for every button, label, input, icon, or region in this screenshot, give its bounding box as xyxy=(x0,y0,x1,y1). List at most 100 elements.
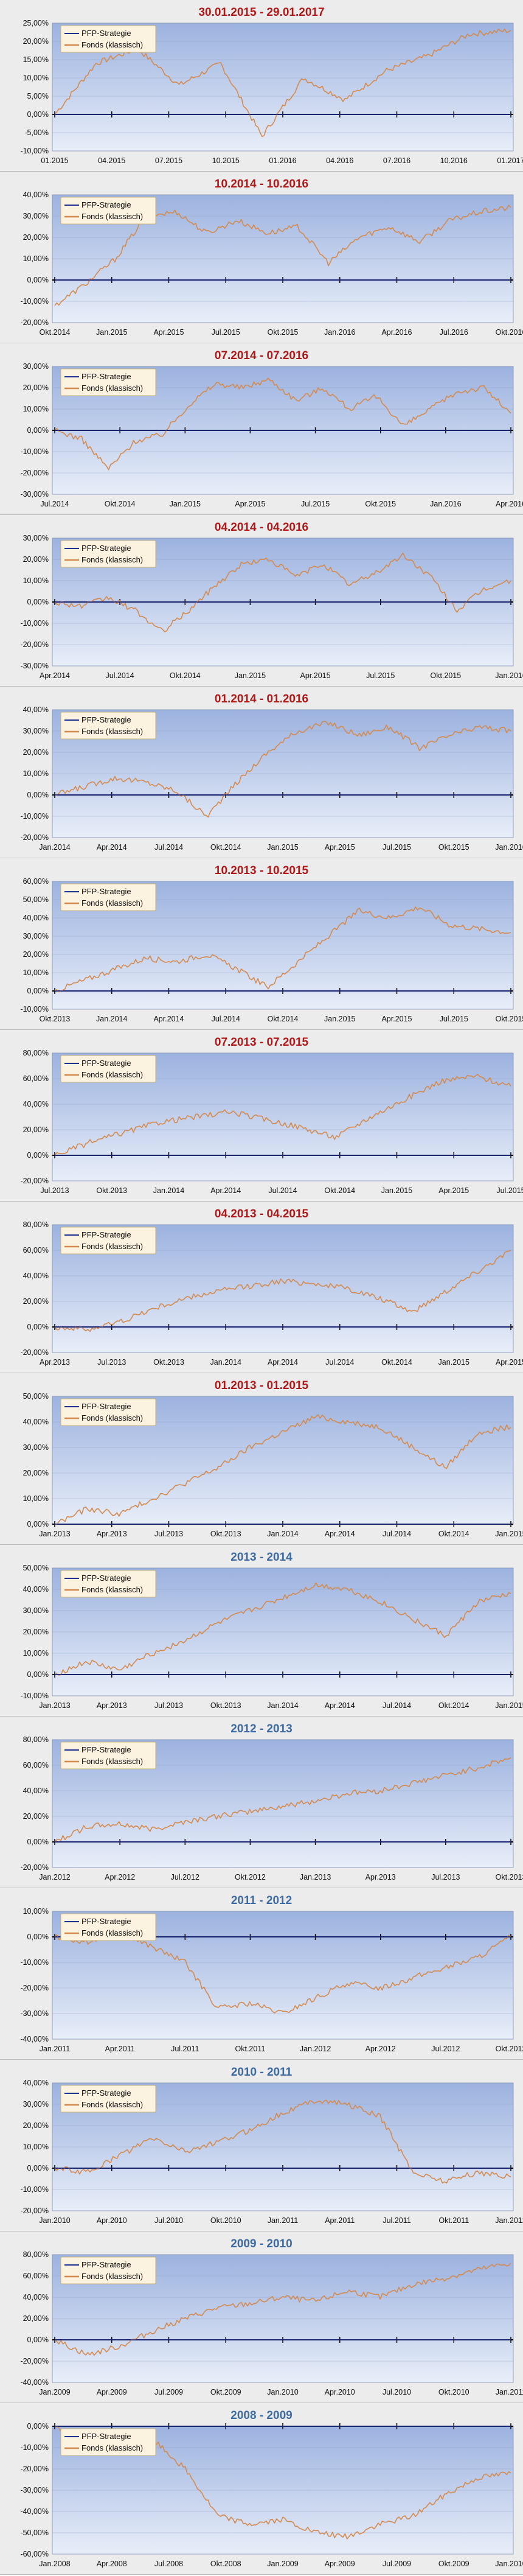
y-tick-label: 30,00% xyxy=(23,727,49,735)
legend-box xyxy=(60,1227,156,1255)
chart-panel-11: 2012 - 2013 80,00% 60,00% 40,00% 20,00% 0,00%… xyxy=(0,1717,523,1888)
legend-label-pfp: PFP-Strategie xyxy=(81,544,131,553)
legend-label-fonds: Fonds (klassisch) xyxy=(81,1070,143,1079)
x-tick-label: Jan.2013 xyxy=(39,1701,70,1710)
y-tick-label: 20,00% xyxy=(23,1297,49,1306)
y-tick-label: -20,00% xyxy=(20,318,49,327)
y-tick-label: 40,00% xyxy=(23,1585,49,1594)
y-tick-label: -5,00% xyxy=(24,128,49,137)
x-tick-label: Jul.2014 xyxy=(40,500,69,508)
series-fonds-klassisch-line xyxy=(54,1250,511,1332)
y-tick-label: -10,00% xyxy=(20,2185,49,2194)
y-tick-label: 20,00% xyxy=(23,37,49,46)
x-tick-label: Apr.2013 xyxy=(97,1530,127,1538)
x-tick-label: Okt.2015 xyxy=(438,843,469,852)
chart-svg: 04.2013 - 04.2015 80,00% 60,00% 40,00% 20,00… xyxy=(20,1208,523,1367)
x-tick-label: 04.2015 xyxy=(98,156,125,165)
legend-label-fonds: Fonds (klassisch) xyxy=(81,727,143,736)
y-tick-label: 60,00% xyxy=(23,1246,49,1255)
legend-box xyxy=(60,540,156,568)
x-tick-label: 10.2015 xyxy=(212,156,240,165)
x-tick-label: Jul.2014 xyxy=(212,1015,240,1023)
y-tick-label: 20,00% xyxy=(23,950,49,959)
x-tick-label: Apr.2012 xyxy=(105,1873,135,1881)
chart-title: 04.2013 - 04.2015 xyxy=(215,1208,309,1220)
y-tick-label: 50,00% xyxy=(23,1392,49,1401)
legend-label-fonds: Fonds (klassisch) xyxy=(81,1585,143,1594)
x-tick-label: Apr.2015 xyxy=(438,1186,469,1195)
x-tick-label: Jul.2015 xyxy=(496,1186,523,1195)
chart-svg: 01.2014 - 01.2016 40,00% 30,00% 20,00% 10,00… xyxy=(20,693,523,852)
x-tick-label: Jul.2011 xyxy=(383,2216,410,2225)
y-tick-label: -20,00% xyxy=(20,2207,49,2215)
y-tick-label: -10,00% xyxy=(20,1958,49,1967)
chart-svg: 2011 - 2012 10,00% 0,00% -10,00% -20,00% -30,… xyxy=(20,1894,523,2053)
y-tick-label: -50,00% xyxy=(20,2529,49,2537)
x-tick-label: Okt.2013 xyxy=(96,1186,127,1195)
series-fonds-klassisch-line xyxy=(54,906,511,993)
y-tick-label: 0,00% xyxy=(27,791,49,799)
x-tick-label: Jan.2011 xyxy=(40,2045,71,2053)
x-tick-label: Jan.2009 xyxy=(267,2560,298,2568)
x-tick-label: Apr.2015 xyxy=(496,1358,523,1367)
x-tick-label: Jul.2015 xyxy=(440,1015,468,1023)
y-tick-label: 80,00% xyxy=(23,1220,49,1229)
x-tick-label: Apr.2013 xyxy=(97,1701,127,1710)
y-tick-label: 40,00% xyxy=(23,1100,49,1108)
series-fonds-klassisch-line xyxy=(54,1414,511,1525)
y-tick-label: -30,00% xyxy=(20,2486,49,2494)
x-tick-label: 01.2017 xyxy=(497,156,523,165)
series-fonds-klassisch-line xyxy=(54,1757,511,1843)
x-tick-label: Okt.2012 xyxy=(496,2045,523,2053)
x-tick-label: Jul.2015 xyxy=(383,843,411,852)
y-tick-label: 10,00% xyxy=(23,968,49,977)
x-tick-label: Apr.2015 xyxy=(153,328,184,337)
x-tick-label: Jul.2008 xyxy=(154,2560,183,2568)
y-tick-label: 20,00% xyxy=(23,2314,49,2323)
y-tick-label: -60,00% xyxy=(20,2550,49,2558)
y-tick-label: 10,00% xyxy=(23,2143,49,2151)
legend-label-fonds: Fonds (klassisch) xyxy=(81,1757,143,1766)
chart-svg: 04.2014 - 04.2016 30,00% 20,00% 10,00% 0,00%… xyxy=(20,521,523,680)
chart-svg: 2009 - 2010 80,00% 60,00% 40,00% 20,00% 0,00%… xyxy=(20,2238,523,2396)
y-tick-label: 40,00% xyxy=(23,914,49,922)
x-tick-label: Jan.2010 xyxy=(495,2560,523,2568)
chart-panel-7: 07.2013 - 07.2015 80,00% 60,00% 40,00% 20,00… xyxy=(0,1030,523,1202)
x-tick-label: Jul.2013 xyxy=(154,1701,183,1710)
x-tick-label: Jul.2009 xyxy=(154,2388,183,2396)
x-tick-label: Jul.2015 xyxy=(366,671,395,680)
y-tick-label: -30,00% xyxy=(20,662,49,670)
x-tick-label: Okt.2015 xyxy=(430,671,461,680)
y-tick-label: -20,00% xyxy=(20,1177,49,1185)
x-tick-label: Jan.2015 xyxy=(495,1530,523,1538)
y-tick-label: 0,00% xyxy=(27,2164,49,2172)
x-tick-label: Jan.2009 xyxy=(39,2388,70,2396)
y-tick-label: 30,00% xyxy=(23,1443,49,1452)
x-tick-label: Jul.2014 xyxy=(383,1701,411,1710)
y-tick-label: -20,00% xyxy=(20,469,49,477)
x-tick-label: Okt.2013 xyxy=(496,1873,523,1881)
y-tick-label: 10,00% xyxy=(23,254,49,263)
y-tick-label: 10,00% xyxy=(23,1907,49,1916)
x-tick-label: Okt.2013 xyxy=(153,1358,184,1367)
chart-svg: 10.2014 - 10.2016 40,00% 30,00% 20,00% 10,00… xyxy=(20,178,523,337)
x-tick-label: Jan.2012 xyxy=(300,2045,331,2053)
chart-title: 2013 - 2014 xyxy=(230,1551,293,1564)
y-tick-label: -20,00% xyxy=(20,1984,49,1992)
x-tick-label: Okt.2008 xyxy=(210,2560,241,2568)
x-tick-label: Jan.2014 xyxy=(153,1186,184,1195)
x-tick-label: Jan.2014 xyxy=(210,1358,241,1367)
x-tick-label: Okt.2010 xyxy=(438,2388,469,2396)
chart-title: 2009 - 2010 xyxy=(230,2238,292,2250)
chart-panel-15: 2008 - 2009 0,00% -10,00% -20,00% -30,00% -40… xyxy=(0,2403,523,2575)
x-tick-label: Jan.2011 xyxy=(496,2388,523,2396)
chart-panel-10: 2013 - 2014 50,00% 40,00% 30,00% 20,00% 10,00… xyxy=(0,1545,523,1717)
y-tick-label: 20,00% xyxy=(23,1125,49,1134)
y-tick-label: 80,00% xyxy=(23,1735,49,1744)
x-tick-label: Jul.2011 xyxy=(171,2045,199,2053)
chart-svg: 2010 - 2011 40,00% 30,00% 20,00% 10,00% 0,00%… xyxy=(20,2066,523,2225)
y-tick-label: -30,00% xyxy=(20,490,49,499)
y-tick-label: -30,00% xyxy=(20,2009,49,2018)
x-tick-label: Jan.2015 xyxy=(324,1015,355,1023)
